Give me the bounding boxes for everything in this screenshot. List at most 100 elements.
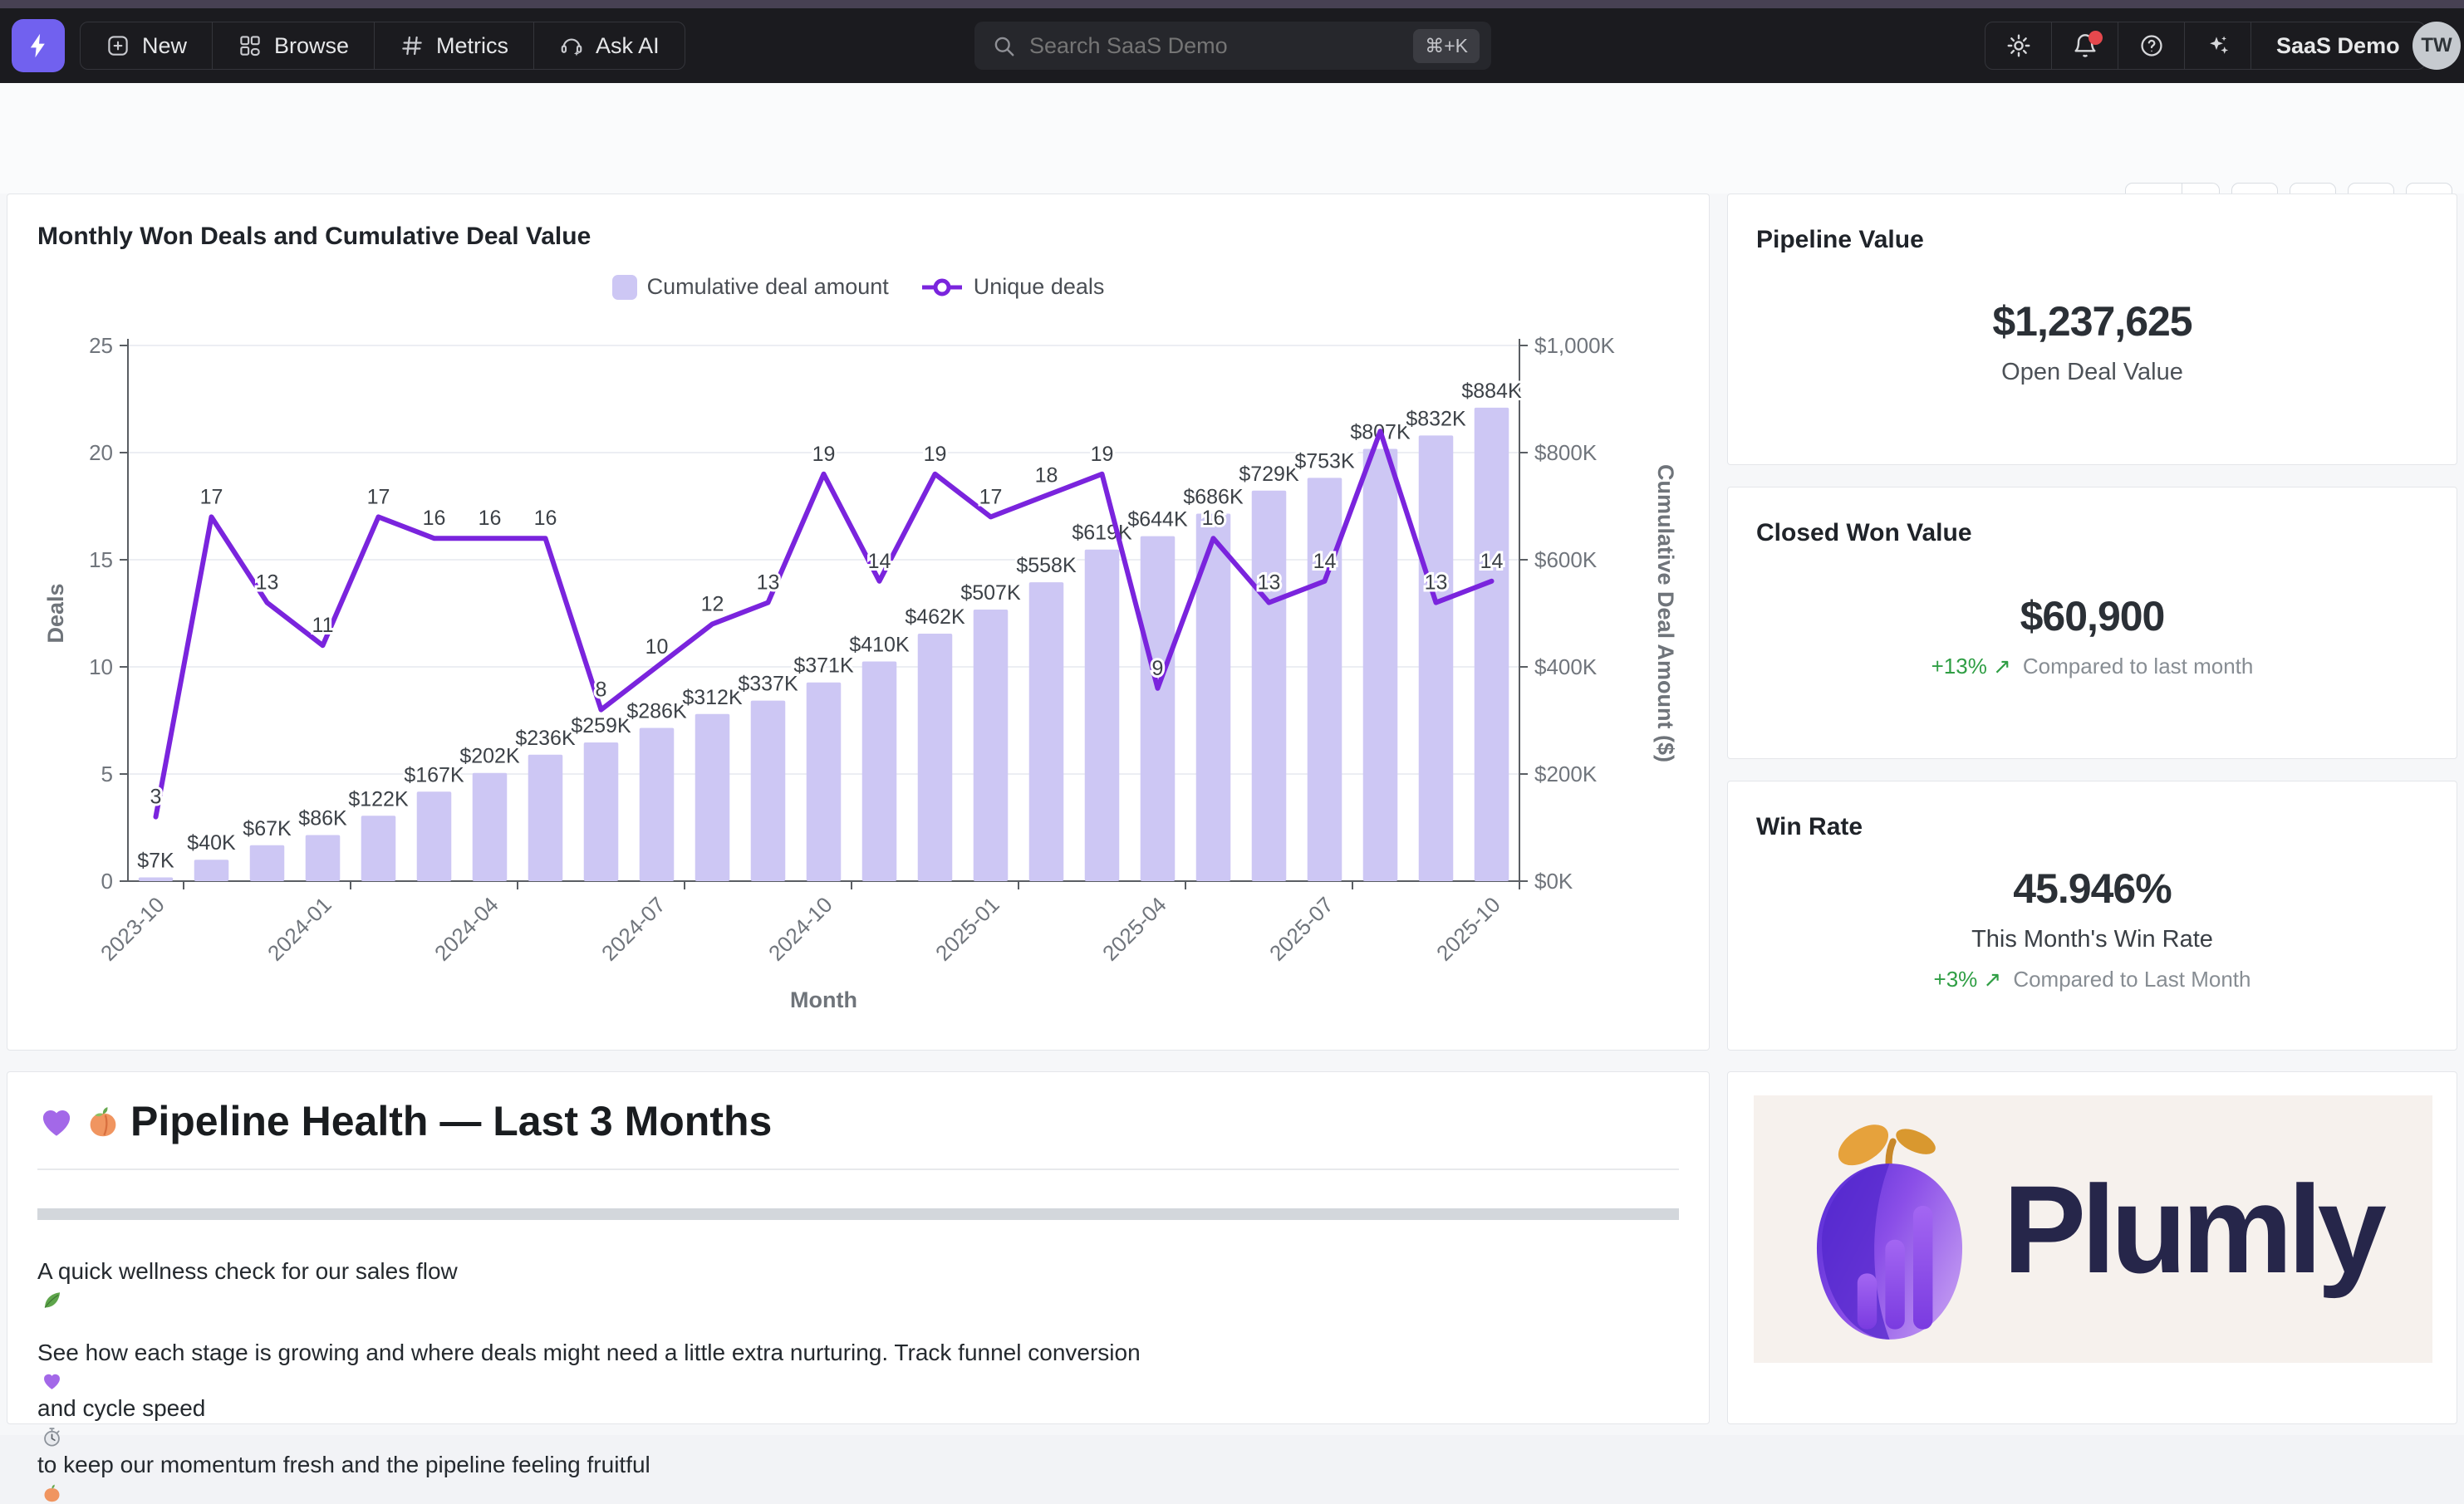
kpi-comparison: +13% ↗ Compared to last month [1931,654,2254,679]
line-legend-marker [921,278,962,296]
global-search[interactable]: ⌘+K [974,22,1491,70]
svg-text:$753K: $753K [1294,449,1355,473]
notification-dot [2089,31,2103,45]
org-switcher[interactable]: SaaS Demo [2276,32,2400,58]
notifications-button[interactable] [2052,22,2118,69]
svg-text:11: 11 [312,614,334,637]
app-logo[interactable] [12,19,65,72]
svg-text:9: 9 [1152,657,1164,680]
nav-label-browse: Browse [274,32,350,58]
kpi-subtitle: This Month's Win Rate [1971,925,2213,953]
thick-divider [37,1208,1679,1220]
section-heading: Pipeline Health — Last 3 Months [37,1097,1679,1170]
svg-text:14: 14 [868,550,891,573]
ai-sparkles-button[interactable] [2185,22,2251,69]
settings-button[interactable] [1985,22,2052,69]
svg-text:14: 14 [1480,550,1504,573]
svg-text:$167K: $167K [404,763,464,786]
help-button[interactable] [2118,22,2185,69]
markdown-tile: Pipeline Health — Last 3 Months A quick … [7,1071,1710,1502]
svg-text:17: 17 [979,485,1003,508]
kpi-title: Closed Won Value [1756,519,1972,546]
nav-label-new: New [142,32,188,58]
svg-text:19: 19 [1091,443,1114,466]
svg-text:2024-04: 2024-04 [429,892,503,966]
svg-text:2025-07: 2025-07 [1264,892,1338,966]
topbar-right-group: SaaS Demo [1985,22,2426,70]
svg-text:$644K: $644K [1127,508,1188,532]
top-navigation-bar: New Browse Metrics Ask AI ⌘+K [0,8,2464,83]
svg-text:$259K: $259K [571,714,631,737]
svg-text:$729K: $729K [1239,463,1299,486]
section-heading-text: Pipeline Health — Last 3 Months [130,1098,773,1144]
svg-text:$337K: $337K [738,673,798,696]
svg-text:$686K: $686K [1183,486,1244,509]
svg-text:17: 17 [367,485,390,508]
svg-text:$312K: $312K [682,686,743,709]
stopwatch-icon [44,1428,60,1447]
purple-heart-icon [42,1110,71,1136]
gear-icon [2007,34,2030,57]
ask-ai-button[interactable]: Ask AI [534,22,685,69]
svg-text:13: 13 [1258,571,1281,595]
legend-item-line[interactable]: Unique deals [920,274,1104,300]
svg-text:$7K: $7K [137,849,174,872]
svg-text:$832K: $832K [1406,407,1466,430]
plum-logo-icon [1817,1124,1963,1340]
plus-square-icon [108,36,128,56]
sparkles-icon [2209,36,2228,54]
chart-canvas: 0 5 10 15 20 25 $0K $200K $400K $600K $800K $1,000K… [43,333,1678,1012]
browse-button[interactable]: Browse [213,22,375,69]
svg-text:$558K: $558K [1016,554,1077,577]
kpi-compare-label: Compared to Last Month [2013,966,2251,992]
search-input[interactable] [1029,32,1414,59]
svg-text:14: 14 [1313,550,1337,573]
kpi-title: Win Rate [1756,813,1863,840]
svg-text:13: 13 [256,571,279,595]
headset-sparkle-icon [561,38,582,56]
primary-nav-group: New Browse Metrics Ask AI [80,22,685,70]
svg-text:2024-07: 2024-07 [596,892,670,966]
svg-text:13: 13 [1425,571,1448,595]
kpi-subtitle: Open Deal Value [2001,359,2183,385]
kpi-value: $60,900 [2020,592,2166,639]
legend-label-bar: Cumulative deal amount [646,274,889,299]
svg-text:$86K: $86K [298,807,347,830]
svg-text:20: 20 [89,440,113,465]
legend-item-bar[interactable]: Cumulative deal amount [611,274,889,300]
lightning-bolt-icon [30,33,45,58]
svg-text:16: 16 [423,507,446,530]
kpi-comparison: +3% ↗ Compared to Last Month [1934,967,2251,992]
kpi-title: Pipeline Value [1756,226,1924,253]
svg-text:2023-10: 2023-10 [96,892,169,966]
window-top-strip [0,0,2464,8]
svg-text:16: 16 [479,507,502,530]
svg-text:16: 16 [1202,507,1225,530]
kpi-card-closed-won-value: Closed Won Value $60,900 +13% ↗ Compared… [1727,487,2457,759]
svg-text:$1,000K: $1,000K [1534,333,1616,358]
svg-text:$40K: $40K [187,831,236,855]
new-button[interactable]: New [81,22,214,69]
kpi-value: 45.946% [2013,865,2172,912]
brand-image: Plumly [1754,1095,2432,1363]
svg-text:25: 25 [89,333,113,358]
svg-text:$371K: $371K [793,654,854,678]
chart-svg-mount[interactable]: 0 5 10 15 20 25 $0K $200K $400K $600K $800K $1,000K… [28,319,1681,1025]
avatar[interactable]: TW [2412,22,2461,70]
svg-text:18: 18 [1035,464,1058,487]
svg-text:13: 13 [757,571,780,595]
svg-text:Cumulative Deal Amount ($): Cumulative Deal Amount ($) [1653,464,1678,762]
svg-text:$200K: $200K [1534,762,1598,786]
chart-tile: Monthly Won Deals and Cumulative Deal Va… [7,194,1710,1051]
svg-text:$67K: $67K [243,817,292,840]
kpi-delta: +13% [1931,653,1987,679]
purple-heart-icon [44,1374,60,1390]
metrics-button[interactable]: Metrics [375,22,535,69]
svg-text:12: 12 [701,592,724,615]
svg-text:2025-04: 2025-04 [1097,892,1171,966]
svg-text:$507K: $507K [960,581,1021,605]
svg-text:$286K: $286K [626,700,687,723]
svg-text:19: 19 [812,443,836,466]
search-icon [994,37,1014,56]
